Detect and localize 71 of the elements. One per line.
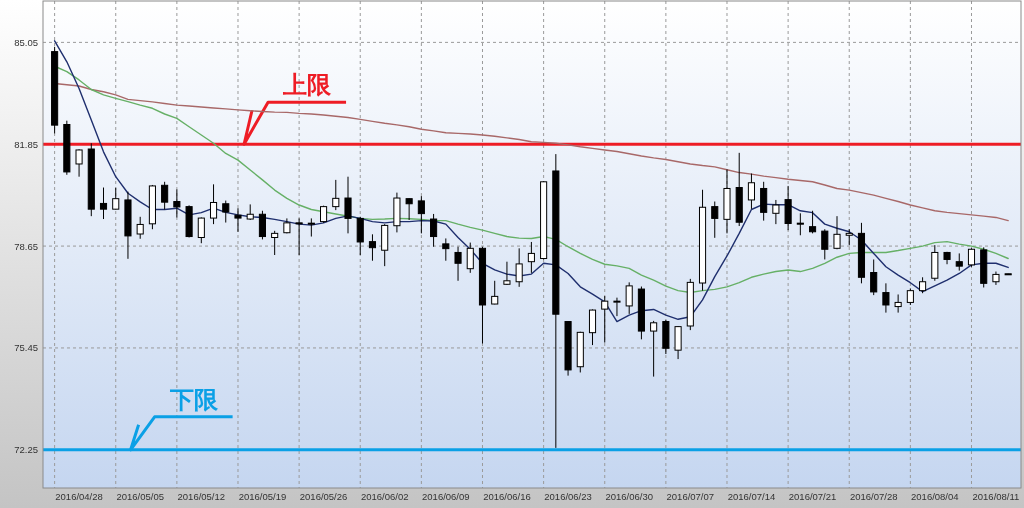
candlestick — [466, 242, 474, 274]
ref-line-label: 下限 — [168, 385, 219, 413]
candlestick — [809, 210, 817, 234]
candlestick — [295, 217, 303, 256]
x-tick-label: 2016/08/11 — [972, 491, 1020, 502]
candlestick — [772, 199, 780, 225]
candlestick — [234, 207, 242, 233]
candlestick — [417, 195, 425, 234]
candlestick — [161, 181, 169, 210]
x-tick-label: 2016/06/30 — [605, 491, 653, 502]
candlestick — [674, 325, 682, 360]
candlestick — [711, 201, 719, 239]
candlestick — [527, 241, 535, 274]
x-tick-label: 2016/06/16 — [483, 491, 531, 502]
x-tick-label: 2016/06/23 — [544, 491, 592, 502]
candlestick — [870, 258, 878, 296]
y-tick-label: 75.45 — [14, 342, 38, 354]
x-tick-label: 2016/05/12 — [177, 491, 226, 502]
ref-line-label: 上限 — [282, 71, 333, 99]
x-tick-label: 2016/07/21 — [788, 491, 837, 502]
y-tick-label: 81.85 — [14, 138, 38, 150]
candlestick — [405, 197, 413, 221]
candlestick — [136, 216, 144, 240]
candlestick — [173, 188, 181, 218]
candlestick — [442, 237, 450, 262]
candlestick — [75, 148, 83, 178]
candlestick — [760, 181, 768, 222]
candlestick — [784, 185, 792, 231]
x-tick-label: 2016/07/14 — [727, 491, 776, 502]
x-tick-label: 2016/04/28 — [55, 491, 103, 502]
candlestick — [503, 261, 511, 286]
candlestick — [833, 215, 841, 250]
candlestick — [821, 228, 829, 260]
candlestick — [894, 293, 902, 314]
candlestick — [967, 247, 976, 268]
x-tick-label: 2016/05/26 — [299, 491, 348, 502]
x-tick-label: 2016/08/04 — [911, 491, 959, 502]
candlestick — [368, 233, 377, 262]
candlestick — [430, 213, 438, 248]
x-tick-label: 2016/06/09 — [422, 491, 470, 502]
candlestick — [454, 246, 462, 282]
y-tick-label: 72.25 — [14, 444, 38, 456]
x-tick-label: 2016/07/07 — [666, 491, 715, 502]
candlestick — [332, 179, 340, 211]
candlestick — [491, 280, 499, 305]
x-tick-label: 2016/06/02 — [360, 491, 409, 502]
x-tick-label: 2016/05/05 — [116, 491, 164, 502]
candlestick — [271, 230, 279, 256]
candlestick — [882, 282, 890, 314]
candlestick — [588, 308, 597, 346]
candlestick — [796, 212, 804, 236]
candlestick — [222, 200, 230, 224]
y-tick-label: 85.05 — [14, 36, 38, 48]
candlestick — [601, 295, 609, 344]
candlestick — [515, 247, 523, 288]
candlestick — [747, 173, 755, 210]
candlestick — [112, 187, 120, 210]
candlestick — [613, 297, 621, 317]
candlestick — [356, 216, 364, 256]
candlestick — [99, 187, 108, 220]
candlestick — [209, 183, 218, 225]
candlestick — [650, 320, 658, 378]
candlestick — [258, 210, 266, 240]
candlestick — [344, 176, 352, 234]
candlestick — [625, 281, 633, 315]
line-series — [53, 40, 1009, 323]
candlestick — [197, 216, 205, 244]
y-tick-label: 78.65 — [14, 240, 38, 252]
x-tick-label: 2016/05/19 — [238, 491, 287, 502]
x-tick-label: 2016/07/28 — [849, 491, 898, 502]
candlestick — [307, 217, 315, 238]
